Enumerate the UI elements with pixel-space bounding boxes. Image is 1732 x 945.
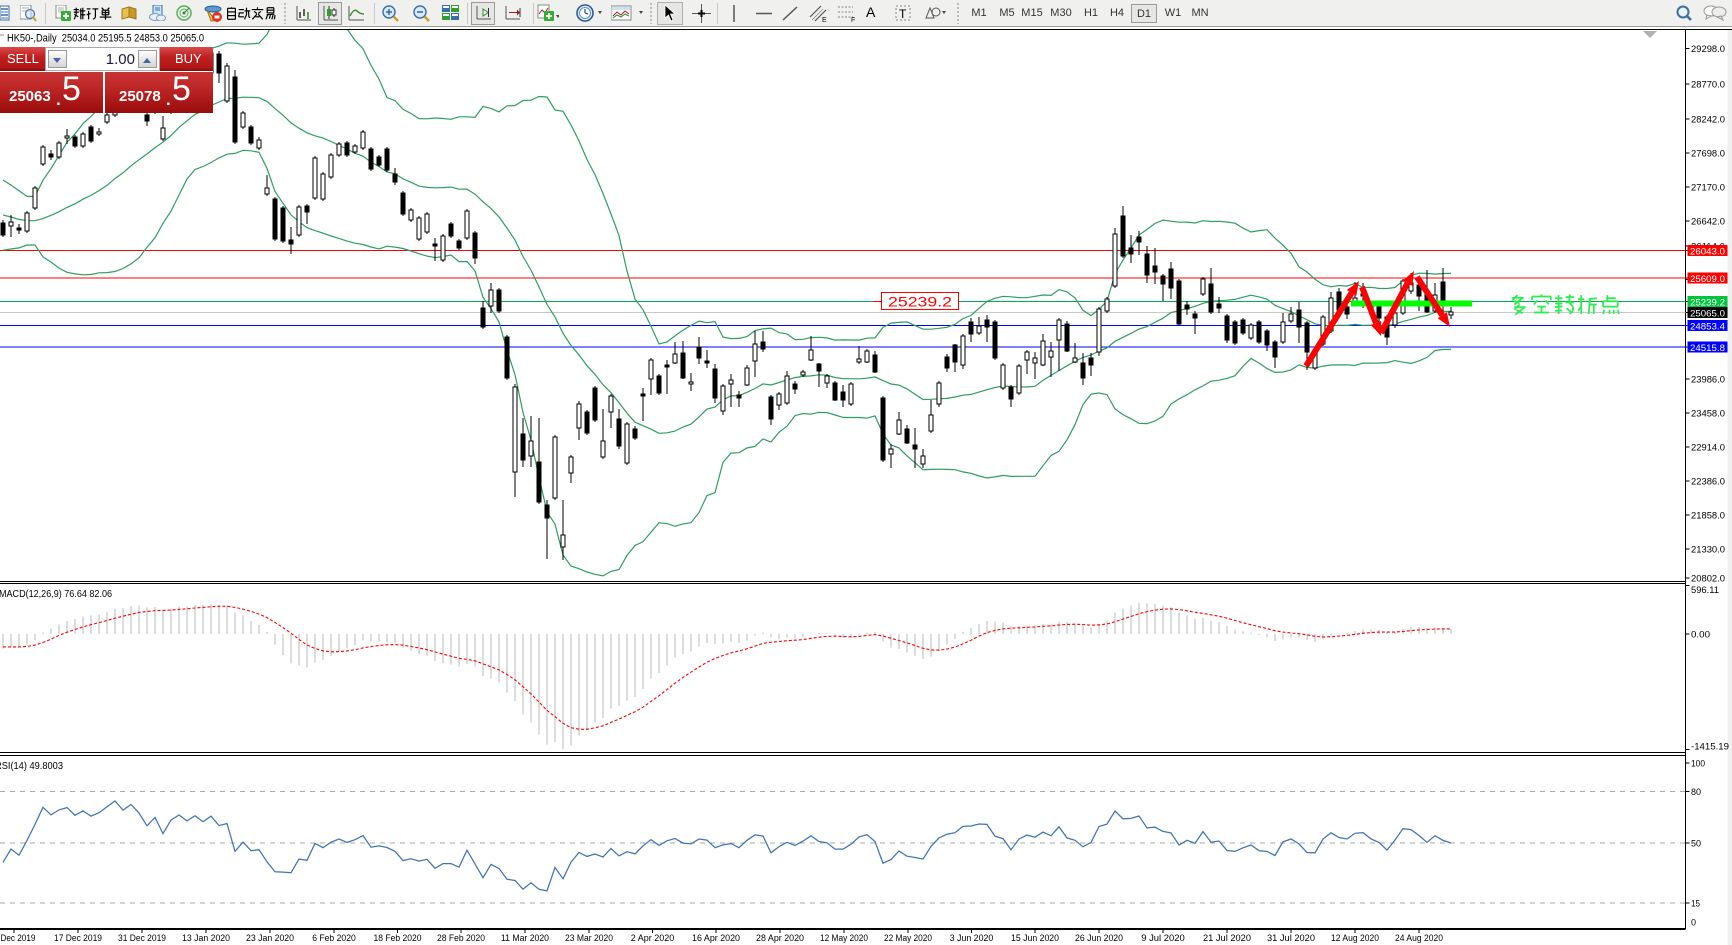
svg-text:27170.0: 27170.0: [1691, 183, 1725, 194]
svg-text:24 Aug 2020: 24 Aug 2020: [1395, 933, 1443, 944]
svg-text:27698.0: 27698.0: [1691, 149, 1725, 160]
svg-text:100: 100: [1691, 758, 1705, 769]
svg-text:21 Jul 2020: 21 Jul 2020: [1203, 933, 1251, 944]
svg-text:15: 15: [1691, 898, 1700, 909]
svg-text:22386.0: 22386.0: [1691, 477, 1725, 488]
svg-text:3 Jun 2020: 3 Jun 2020: [950, 933, 994, 944]
svg-text:20802.0: 20802.0: [1691, 574, 1725, 585]
svg-text:28242.0: 28242.0: [1691, 115, 1725, 126]
svg-text:11 Mar 2020: 11 Mar 2020: [501, 933, 549, 944]
svg-text:12 Aug 2020: 12 Aug 2020: [1331, 933, 1379, 944]
svg-text:0: 0: [1691, 918, 1696, 929]
svg-text:2 Apr 2020: 2 Apr 2020: [631, 933, 675, 944]
svg-text:28 Feb 2020: 28 Feb 2020: [437, 933, 485, 944]
svg-text:80: 80: [1691, 787, 1701, 798]
svg-text:Dec 2019: Dec 2019: [1, 933, 36, 944]
svg-text:T: T: [899, 7, 907, 21]
svg-text:HK50-,Daily 25034.0 25195.5 2: HK50-,Daily 25034.0 25195.5 24853.0 2506…: [7, 33, 204, 45]
svg-text:26 Jun 2020: 26 Jun 2020: [1075, 933, 1123, 944]
svg-text:25065.0: 25065.0: [1690, 308, 1725, 319]
svg-text:31 Dec 2019: 31 Dec 2019: [118, 933, 166, 944]
svg-text:23 Jan 2020: 23 Jan 2020: [246, 933, 294, 944]
svg-text:23986.0: 23986.0: [1691, 375, 1725, 386]
svg-text:6 Feb 2020: 6 Feb 2020: [312, 933, 356, 944]
svg-text:MACD(12,26,9) 76.64 82.06: MACD(12,26,9) 76.64 82.06: [0, 588, 112, 600]
svg-text:26642.0: 26642.0: [1691, 217, 1725, 228]
svg-text:25239.2: 25239.2: [888, 294, 952, 309]
svg-text:21330.0: 21330.0: [1691, 545, 1725, 556]
svg-text:23458.0: 23458.0: [1691, 409, 1725, 420]
svg-text:-1415.19: -1415.19: [1691, 742, 1729, 753]
svg-text:17 Dec 2019: 17 Dec 2019: [54, 933, 102, 944]
svg-text:RSI(14) 49.8003: RSI(14) 49.8003: [0, 760, 63, 772]
svg-text:0.00: 0.00: [1691, 630, 1710, 641]
svg-text:25609.0: 25609.0: [1690, 274, 1725, 285]
svg-text:13 Jan 2020: 13 Jan 2020: [182, 933, 230, 944]
svg-text:12 May 2020: 12 May 2020: [820, 933, 868, 944]
svg-text:24515.8: 24515.8: [1690, 343, 1725, 354]
svg-text:25239.2: 25239.2: [1690, 297, 1725, 308]
svg-text:26043.0: 26043.0: [1690, 246, 1725, 257]
svg-text:16 Apr 2020: 16 Apr 2020: [692, 933, 740, 944]
svg-text:9 Jul 2020: 9 Jul 2020: [1141, 933, 1185, 944]
svg-text:E: E: [822, 17, 827, 23]
svg-text:15 Jun 2020: 15 Jun 2020: [1011, 933, 1059, 944]
svg-text:F: F: [851, 17, 855, 23]
svg-text:28770.0: 28770.0: [1691, 80, 1725, 91]
svg-text:18 Feb 2020: 18 Feb 2020: [374, 933, 422, 944]
svg-text:28 Apr 2020: 28 Apr 2020: [756, 933, 804, 944]
svg-text:29298.0: 29298.0: [1691, 44, 1725, 55]
svg-text:24853.4: 24853.4: [1690, 321, 1725, 332]
svg-text:31 Jul 2020: 31 Jul 2020: [1267, 933, 1315, 944]
svg-text:596.11: 596.11: [1691, 585, 1719, 596]
svg-text:21858.0: 21858.0: [1691, 511, 1725, 522]
svg-text:22914.0: 22914.0: [1691, 443, 1725, 454]
svg-text:50: 50: [1691, 838, 1701, 849]
svg-text:22 May 2020: 22 May 2020: [884, 933, 932, 944]
svg-text:23 Mar 2020: 23 Mar 2020: [565, 933, 613, 944]
